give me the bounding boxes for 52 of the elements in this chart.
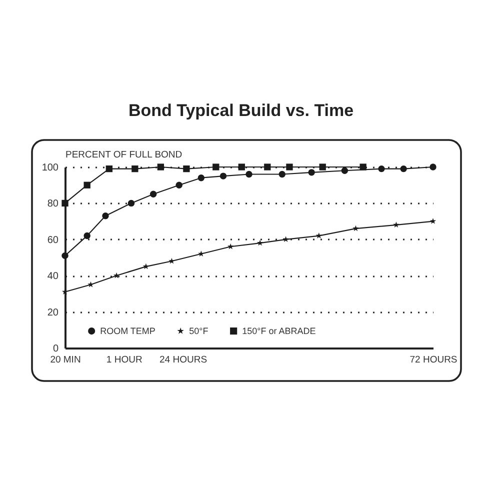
point xyxy=(84,232,90,240)
point xyxy=(430,164,436,170)
y-tick-label: 20 xyxy=(47,307,59,318)
point xyxy=(378,165,385,172)
x-tick-label: 1 HOUR xyxy=(106,354,142,366)
y-axis-title: PERCENT OF FULL BOND xyxy=(66,150,182,160)
point xyxy=(62,200,68,207)
point xyxy=(400,165,407,172)
point xyxy=(183,165,190,172)
legend-label: ROOM TEMP xyxy=(100,326,156,336)
point xyxy=(282,236,289,242)
y-tick-label: 0 xyxy=(52,344,59,354)
point xyxy=(198,174,205,182)
x-tick-label: 20 MIN xyxy=(50,354,81,366)
point xyxy=(157,164,164,170)
point xyxy=(360,164,366,170)
chart-title: Bond Typical Build vs. Time xyxy=(128,101,354,120)
point xyxy=(113,272,120,278)
point xyxy=(319,164,326,170)
point xyxy=(256,240,264,246)
point xyxy=(212,164,220,170)
point xyxy=(393,222,400,228)
point xyxy=(62,252,68,260)
point xyxy=(132,165,138,172)
point xyxy=(228,243,234,250)
point xyxy=(316,232,322,238)
y-tick-label: 40 xyxy=(47,271,59,282)
point xyxy=(308,169,315,176)
point xyxy=(286,164,293,170)
legend-label: 150°F or ABRADE xyxy=(242,326,316,336)
point xyxy=(264,164,271,170)
x-tick-label: 72 HOURS xyxy=(410,354,458,366)
point xyxy=(102,212,109,220)
x-tick-label: 24 HOURS xyxy=(160,354,208,366)
point xyxy=(150,190,157,198)
legend-label: 50°F xyxy=(189,326,209,336)
point xyxy=(341,167,348,174)
point xyxy=(128,200,135,207)
point xyxy=(220,172,227,180)
point xyxy=(238,164,245,170)
point xyxy=(352,225,359,232)
point xyxy=(62,288,68,295)
y-tick-label: 80 xyxy=(47,198,59,210)
point xyxy=(198,250,204,256)
point xyxy=(246,170,252,178)
point xyxy=(176,182,182,188)
point xyxy=(278,170,286,178)
point xyxy=(84,182,90,188)
point xyxy=(106,165,112,172)
y-tick-label: 100 xyxy=(42,162,59,174)
point xyxy=(88,281,94,288)
y-tick-label: 60 xyxy=(47,234,59,246)
